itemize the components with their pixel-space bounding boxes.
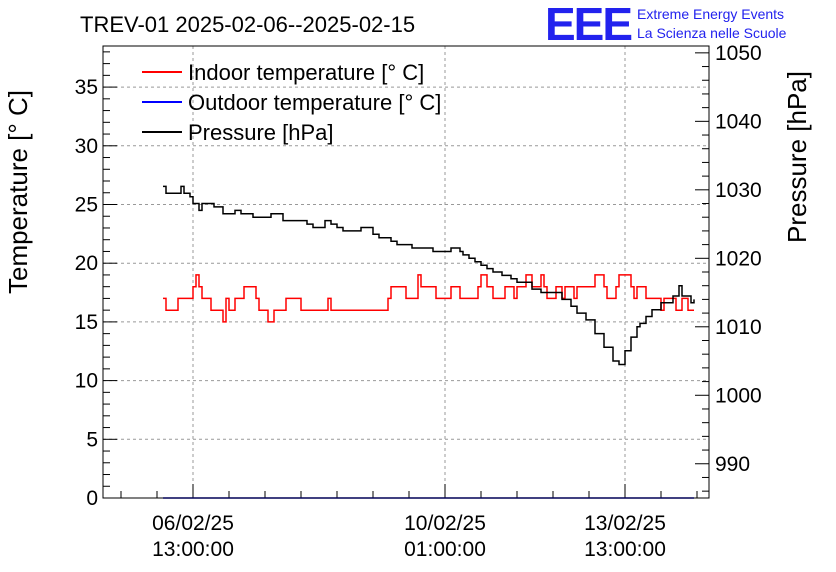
tick-label-left-6: 30: [75, 135, 98, 158]
eee-logo-line2: La Scienza nelle Scuole: [637, 25, 787, 41]
tick-label-left-7: 35: [75, 76, 98, 99]
tick-label-left-3: 15: [75, 311, 98, 334]
tick-label-right-1: 1000: [715, 384, 762, 407]
plot-frame: [102, 45, 710, 499]
tick-label-right-0: 990: [715, 453, 750, 476]
ticks: 0 5 10 15 20 25 30 35 990 1000 1010 1020 1030 1040 105…: [75, 42, 762, 561]
legend-label-pressure: Pressure [hPa]: [188, 120, 334, 145]
series-pressure: [163, 185, 695, 366]
eee-logo-line1: Extreme Energy Events: [637, 6, 784, 22]
tick-label-right-2: 1010: [715, 316, 762, 339]
tick-label-x-time-1: 01:00:00: [404, 538, 486, 561]
tick-label-right-5: 1040: [715, 110, 762, 133]
chart-title: TREV-01 2025-02-06--2025-02-15: [80, 12, 415, 37]
tick-label-right-6: 1050: [715, 42, 762, 65]
grid: [103, 46, 709, 498]
tick-label-x-time-2: 13:00:00: [584, 538, 666, 561]
y-axis-label-right: Pressure [hPa]: [782, 71, 812, 243]
legend: Indoor temperature [° C] Outdoor tempera…: [142, 60, 441, 145]
tick-label-x-date-0: 06/02/25: [152, 512, 234, 535]
tick-label-left-0: 0: [86, 487, 98, 510]
tick-label-left-4: 20: [75, 252, 98, 275]
tick-label-x-date-2: 13/02/25: [584, 512, 666, 535]
tick-label-left-1: 5: [86, 428, 98, 451]
tick-label-right-3: 1020: [715, 247, 762, 270]
tick-label-left-5: 25: [75, 193, 98, 216]
legend-label-indoor: Indoor temperature [° C]: [188, 60, 424, 85]
tick-label-right-4: 1030: [715, 179, 762, 202]
series-indoor-temperature: [163, 274, 694, 323]
tick-label-left-2: 10: [75, 370, 98, 393]
tick-label-x-time-0: 13:00:00: [152, 538, 234, 561]
y-axis-label-left: Temperature [° C]: [3, 90, 33, 294]
legend-label-outdoor: Outdoor temperature [° C]: [188, 90, 441, 115]
eee-logo-mark: EEE: [545, 0, 631, 50]
tick-label-x-date-1: 10/02/25: [404, 512, 486, 535]
